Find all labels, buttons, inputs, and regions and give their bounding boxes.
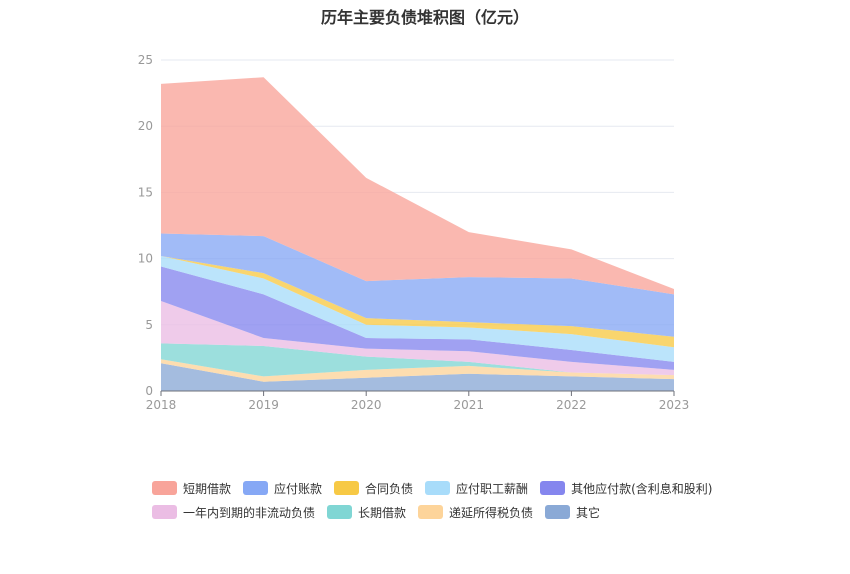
area-series-5[interactable]: [161, 255, 674, 362]
legend: 短期借款 应付账款 合同负债 应付职工薪酬 其他应付款(含利息和股利) 一年内到期的非流…: [152, 476, 772, 524]
area-series-3[interactable]: [161, 300, 674, 376]
area-series-0[interactable]: [161, 363, 674, 391]
area-series: [161, 77, 674, 391]
legend-label: 合同负债: [365, 481, 414, 496]
legend-label: 一年内到期的非流动负债: [183, 505, 316, 520]
y-tick-label: 5: [145, 318, 153, 332]
legend-row-1: 短期借款 应付账款 合同负债 应付职工薪酬 其他应付款(含利息和股利): [152, 476, 772, 500]
legend-swatch: [243, 481, 269, 495]
legend-swatch: [425, 481, 451, 495]
x-tick-label: 2022: [556, 398, 587, 412]
legend-swatch: [540, 481, 566, 495]
legend-item[interactable]: 其他应付款(含利息和股利): [540, 480, 712, 497]
area-series-8[interactable]: [161, 77, 674, 295]
area-series-6[interactable]: [161, 255, 674, 348]
legend-swatch: [327, 505, 353, 519]
legend-swatch: [545, 505, 571, 519]
legend-label: 应付职工薪酬: [456, 481, 529, 496]
x-tick-label: 2020: [351, 398, 382, 412]
legend-swatch: [152, 505, 177, 519]
y-tick-label: 15: [138, 185, 153, 199]
legend-label: 应付账款: [274, 481, 323, 496]
area-series-2[interactable]: [161, 343, 674, 377]
legend-item[interactable]: 其它: [545, 504, 600, 521]
legend-label: 其他应付款(含利息和股利): [571, 481, 713, 496]
y-tick-label: 10: [138, 252, 153, 266]
legend-label: 短期借款: [183, 481, 232, 496]
legend-item[interactable]: 长期借款: [327, 504, 406, 521]
legend-item[interactable]: 应付账款: [243, 480, 322, 497]
area-series-7[interactable]: [161, 233, 674, 337]
legend-item[interactable]: 应付职工薪酬: [425, 480, 528, 497]
legend-item[interactable]: 合同负债: [334, 480, 413, 497]
legend-swatch: [334, 481, 360, 495]
legend-swatch: [418, 505, 444, 519]
legend-item[interactable]: 短期借款: [152, 480, 231, 497]
area-series-4[interactable]: [161, 266, 674, 370]
y-tick-label: 20: [138, 119, 153, 133]
legend-label: 递延所得税负债: [449, 505, 534, 520]
legend-swatch: [152, 481, 177, 495]
legend-label: 长期借款: [358, 505, 407, 520]
legend-item[interactable]: 一年内到期的非流动负债: [152, 504, 315, 521]
x-tick-label: 2018: [146, 398, 177, 412]
axes: 0 5 10 15 20 25 2018 2019 2020 2021 2022 2023: [138, 53, 690, 412]
y-tick-label: 25: [138, 53, 153, 67]
legend-item[interactable]: 递延所得税负债: [418, 504, 533, 521]
x-tick-label: 2023: [659, 398, 690, 412]
legend-row-2: 一年内到期的非流动负债 长期借款 递延所得税负债 其它: [152, 500, 772, 524]
legend-label: 其它: [576, 505, 601, 520]
x-tick-label: 2019: [248, 398, 279, 412]
chart-title: 历年主要负债堆积图（亿元）: [320, 8, 529, 27]
y-tick-label: 0: [145, 384, 153, 398]
area-series-1[interactable]: [161, 359, 674, 382]
x-tick-label: 2021: [454, 398, 485, 412]
